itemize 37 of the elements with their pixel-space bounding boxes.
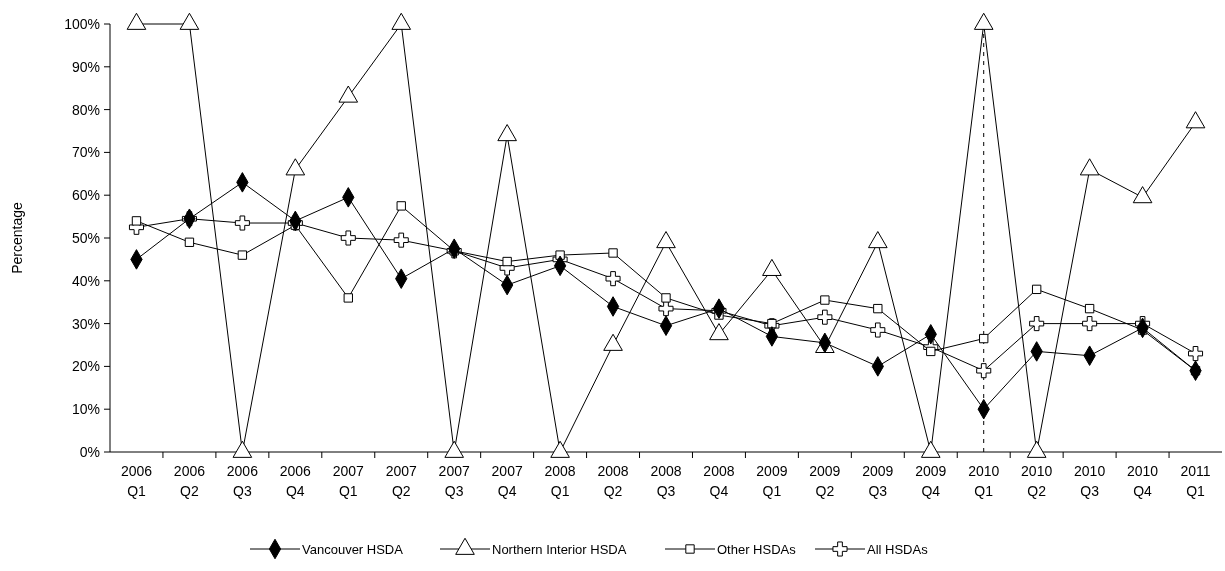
y-tick-label: 100% — [64, 15, 100, 32]
legend-label: Vancouver HSDA — [302, 541, 404, 557]
x-tick-label: 2009 Q1 — [756, 463, 788, 499]
x-tick-label: 2006 Q4 — [279, 463, 312, 499]
y-tick-label: 50% — [71, 229, 100, 246]
y-tick-label: 20% — [71, 358, 100, 375]
x-tick-label: 2007 Q3 — [438, 463, 470, 499]
x-tick-label: 2006 Q2 — [173, 463, 206, 499]
x-tick-label: 2007 Q2 — [385, 463, 418, 499]
x-tick-label: 2010 Q4 — [1126, 463, 1159, 499]
y-tick-label: 90% — [71, 58, 100, 75]
x-tick-label: 2008 Q2 — [597, 463, 629, 499]
y-tick-label: 70% — [71, 144, 100, 161]
legend-label: Northern Interior HSDA — [492, 541, 627, 557]
y-tick-label: 0% — [79, 443, 100, 460]
y-axis-title: Percentage — [9, 201, 25, 274]
x-tick-label: 2007 Q4 — [491, 463, 523, 499]
x-tick-label: 2008 Q4 — [703, 463, 735, 499]
legend-label: All HSDAs — [867, 541, 929, 557]
x-tick-label: 2008 Q3 — [650, 463, 682, 499]
y-tick-label: 30% — [71, 315, 100, 332]
y-tick-label: 80% — [71, 101, 100, 118]
x-tick-label: 2010 Q1 — [968, 463, 1000, 499]
x-tick-label: 2011 Q1 — [1180, 463, 1211, 499]
x-tick-label: 2010 Q2 — [1021, 463, 1053, 499]
x-tick-label: 2010 Q3 — [1074, 463, 1106, 499]
y-tick-label: 10% — [71, 401, 100, 418]
x-tick-label: 2006 Q3 — [226, 463, 259, 499]
x-tick-label: 2009 Q2 — [809, 463, 841, 499]
x-tick-label: 2009 Q4 — [915, 463, 947, 499]
x-tick-label: 2008 Q1 — [544, 463, 576, 499]
x-tick-label: 2006 Q1 — [120, 463, 153, 499]
x-tick-label: 2009 Q3 — [862, 463, 894, 499]
x-tick-label: 2007 Q1 — [332, 463, 365, 499]
y-tick-label: 60% — [71, 187, 100, 204]
legend-label: Other HSDAs — [717, 541, 797, 557]
y-tick-label: 40% — [71, 272, 100, 289]
